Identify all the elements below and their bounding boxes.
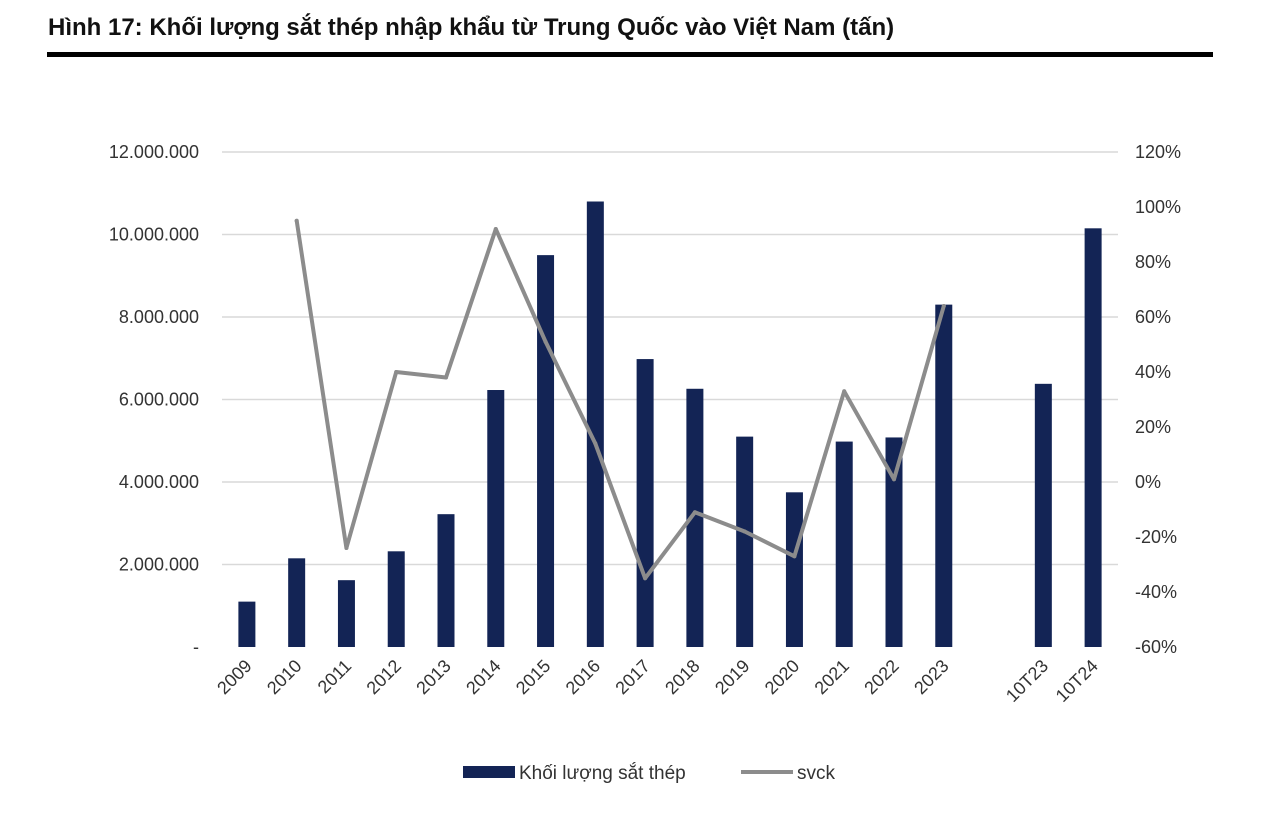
x-tick-label: 2018 bbox=[661, 656, 703, 698]
right-tick-label: 20% bbox=[1135, 417, 1171, 437]
x-tick-label: 2020 bbox=[761, 656, 803, 698]
line-point bbox=[842, 389, 847, 394]
title-underline bbox=[47, 52, 1213, 57]
left-tick-label: 2.000.000 bbox=[119, 555, 199, 575]
line-point bbox=[792, 554, 797, 559]
bar-series bbox=[238, 201, 1102, 647]
line-point bbox=[444, 375, 448, 380]
bar bbox=[337, 580, 355, 647]
x-tick-label: 2014 bbox=[462, 656, 504, 698]
bar bbox=[537, 255, 555, 647]
legend: Khối lượng sắt thép svck bbox=[463, 762, 836, 784]
bar bbox=[1084, 228, 1102, 647]
bar bbox=[935, 304, 953, 647]
bar bbox=[736, 436, 754, 647]
x-tick-label: 2016 bbox=[562, 656, 604, 698]
right-tick-label: 80% bbox=[1135, 252, 1171, 272]
right-tick-label: 60% bbox=[1135, 307, 1171, 327]
bar bbox=[1034, 383, 1052, 647]
left-axis-ticks: - 2.000.000 4.000.000 6.000.000 8.000.000 10.… bbox=[109, 142, 199, 657]
right-tick-label: -60% bbox=[1135, 637, 1177, 657]
x-tick-label: 2011 bbox=[314, 656, 356, 698]
bar bbox=[387, 551, 405, 647]
legend-line-label: svck bbox=[797, 763, 836, 784]
x-tick-label: 2023 bbox=[910, 656, 952, 698]
left-tick-label: 4.000.000 bbox=[119, 472, 199, 492]
line-point bbox=[892, 477, 896, 482]
x-tick-label: 10T23 bbox=[1002, 656, 1052, 706]
bar bbox=[487, 390, 505, 647]
x-tick-label: 2013 bbox=[412, 656, 454, 698]
left-tick-label: 12.000.000 bbox=[109, 142, 199, 162]
x-tick-label: 2017 bbox=[611, 656, 653, 698]
svck-line bbox=[294, 218, 946, 581]
line-point bbox=[643, 576, 648, 581]
x-tick-label: 2012 bbox=[363, 656, 405, 698]
line-point bbox=[344, 546, 349, 550]
x-tick-label: 10T24 bbox=[1052, 656, 1102, 706]
left-tick-label: 10.000.000 bbox=[109, 225, 199, 245]
right-tick-label: -20% bbox=[1135, 527, 1177, 547]
right-axis-ticks: -60% -40% -20% 0% 20% 40% 60% 80% 100% 120% bbox=[1135, 142, 1181, 657]
line-point bbox=[394, 370, 399, 374]
x-tick-label: 2010 bbox=[263, 656, 305, 698]
line-point bbox=[593, 441, 598, 446]
x-tick-label: 2019 bbox=[711, 656, 753, 698]
bar bbox=[636, 359, 654, 647]
left-tick-label: 8.000.000 bbox=[119, 307, 199, 327]
bar bbox=[437, 514, 455, 647]
figure-title: Hình 17: Khối lượng sắt thép nhập khẩu t… bbox=[48, 14, 895, 41]
right-tick-label: 100% bbox=[1135, 197, 1181, 217]
x-axis-ticks: 2009 2010 2011 2012 2013 2014 2015 2016 2017 2018… bbox=[213, 656, 1102, 706]
right-tick-label: -40% bbox=[1135, 582, 1177, 602]
line-point bbox=[692, 510, 697, 515]
x-tick-label: 2015 bbox=[512, 656, 554, 698]
x-tick-label: 2022 bbox=[860, 656, 902, 698]
bar bbox=[238, 601, 256, 647]
line-point bbox=[493, 227, 498, 231]
right-tick-label: 0% bbox=[1135, 472, 1161, 492]
line-series bbox=[294, 218, 946, 581]
x-tick-label: 2009 bbox=[213, 656, 255, 698]
line-point bbox=[941, 304, 946, 308]
line-point bbox=[742, 529, 747, 534]
right-tick-label: 40% bbox=[1135, 362, 1171, 382]
bar bbox=[686, 388, 704, 647]
legend-bar-swatch bbox=[463, 766, 515, 778]
bar bbox=[288, 558, 306, 647]
left-tick-label: 6.000.000 bbox=[119, 390, 199, 410]
right-tick-label: 120% bbox=[1135, 142, 1181, 162]
gridlines bbox=[222, 151, 1118, 566]
bar bbox=[785, 492, 803, 647]
bar bbox=[835, 441, 853, 647]
line-point bbox=[543, 339, 548, 344]
left-tick-label: - bbox=[193, 637, 199, 657]
x-tick-label: 2021 bbox=[811, 656, 853, 698]
bar bbox=[885, 437, 903, 647]
legend-bar-label: Khối lượng sắt thép bbox=[519, 762, 686, 784]
bar bbox=[586, 201, 604, 647]
line-point bbox=[294, 218, 299, 223]
